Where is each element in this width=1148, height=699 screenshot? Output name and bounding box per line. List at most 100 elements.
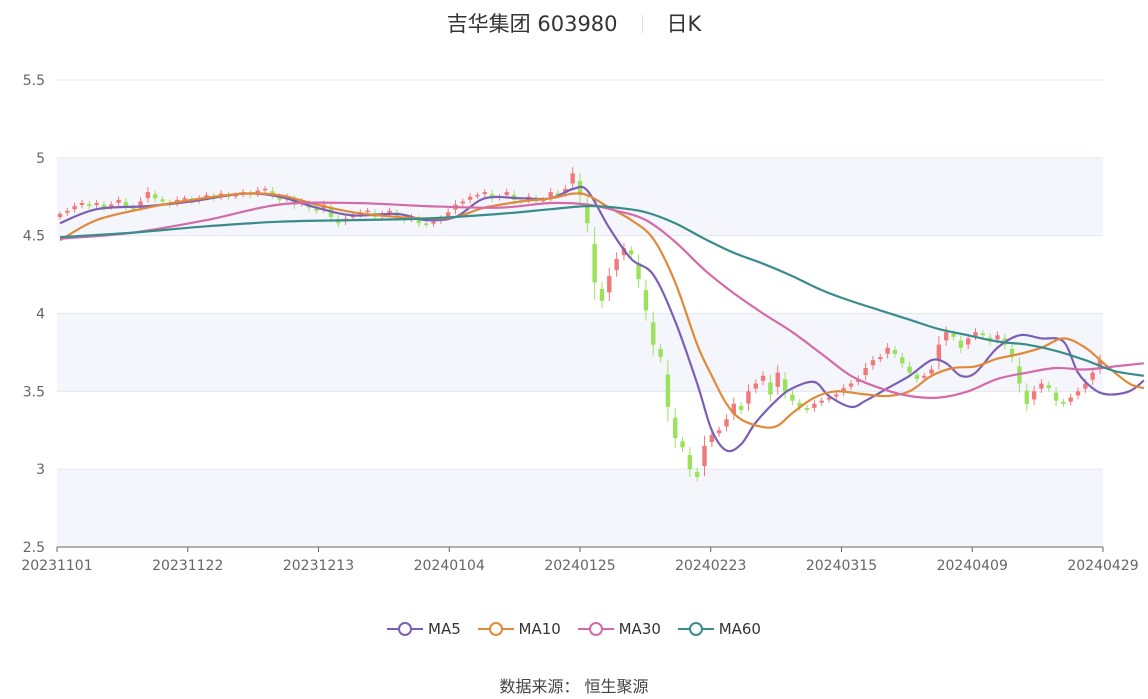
legend-item-ma60[interactable]: MA60 [677, 620, 761, 638]
y-tick-label: 5.5 [23, 73, 45, 89]
x-tick-label: 20240223 [675, 558, 746, 574]
candle-body [233, 194, 238, 197]
candle-body [262, 188, 268, 191]
legend-label: MA30 [618, 620, 661, 638]
candle-body [819, 400, 824, 403]
candle-body [812, 403, 817, 408]
candle-body [680, 441, 685, 448]
candle-body [277, 196, 282, 200]
candle-body [292, 199, 297, 205]
candle-body [87, 204, 92, 207]
ma-line-ma10 [59, 192, 1145, 429]
y-tick-label: 4 [36, 307, 45, 323]
legend-marker [387, 622, 423, 636]
candle-body [1039, 383, 1044, 389]
candle-body [914, 374, 920, 379]
candle-body [936, 344, 942, 361]
candle-body [555, 193, 561, 196]
candle-body [848, 383, 854, 387]
candle-body [614, 259, 619, 271]
candle-body [1083, 383, 1088, 389]
candle-body [1097, 360, 1103, 369]
legend-marker [577, 622, 614, 636]
data-source: 数据来源： 恒生聚源 [499, 677, 649, 696]
candle-body [797, 402, 802, 407]
legend: MA5 MA10 MA30 MA60 [0, 620, 1148, 640]
candle-body [467, 196, 473, 200]
candle-body [145, 192, 151, 199]
legend-item-ma10[interactable]: MA10 [477, 620, 561, 638]
legend-label: MA10 [518, 620, 561, 638]
candle-body [1024, 390, 1029, 404]
candle-body [57, 213, 63, 217]
candle-body [79, 202, 85, 206]
candle-body [541, 199, 546, 202]
legend-label: MA5 [428, 620, 461, 638]
background-band [57, 469, 1103, 547]
candle-body [665, 374, 671, 407]
candle-body [702, 445, 707, 467]
ma-line-ma60 [59, 204, 1145, 377]
candle-body [431, 221, 436, 224]
candle-body [1075, 391, 1081, 396]
y-axis-ticks: 2.5 3 3.5 4 4.5 5 5.5 [23, 73, 45, 556]
candle-body [834, 394, 839, 397]
candle-body [475, 194, 480, 197]
candle-body [790, 394, 795, 401]
legend-marker [677, 622, 714, 636]
candle-body [716, 430, 722, 434]
y-tick-label: 2.5 [23, 540, 45, 556]
candle-body [1009, 348, 1015, 358]
candle-body [863, 367, 868, 376]
candle-body [153, 194, 158, 199]
x-tick-label: 20240429 [1067, 558, 1138, 574]
candle-body [1068, 397, 1073, 402]
candle-body [643, 290, 649, 311]
candle-body [445, 212, 451, 217]
candle-body [731, 403, 737, 414]
candle-body [768, 382, 773, 395]
candle-body [577, 181, 583, 196]
legend-marker [477, 622, 514, 636]
candle-body [504, 192, 509, 196]
candle-body [138, 201, 143, 207]
legend-item-ma30[interactable]: MA30 [577, 620, 661, 638]
candle-body [973, 332, 978, 337]
x-tick-label: 20231122 [152, 558, 223, 574]
candle-body [599, 288, 605, 302]
candle-body [870, 360, 876, 366]
candle-body [607, 276, 612, 293]
candle-body [929, 369, 934, 374]
candle-body [892, 349, 898, 354]
candle-body [951, 333, 956, 337]
candle-body [365, 210, 370, 213]
candle-body [651, 322, 656, 345]
candle-body [694, 471, 700, 477]
candle-body [841, 388, 846, 393]
candle-body [109, 204, 114, 207]
candle-body [636, 263, 641, 280]
candle-body [922, 375, 927, 378]
x-tick-label: 20240125 [544, 558, 615, 574]
y-tick-label: 3 [36, 462, 45, 478]
candle-body [673, 417, 678, 439]
candle-body [131, 207, 136, 210]
candle-body [255, 190, 260, 194]
chart-title: 吉华集团 603980 日K [0, 8, 1148, 38]
candle-body [570, 173, 575, 184]
x-tick-label: 20240409 [937, 558, 1008, 574]
candle-body [423, 223, 429, 226]
candle-body [1046, 385, 1051, 389]
candle-body [995, 335, 1000, 340]
candle-body [1061, 401, 1066, 404]
legend-item-ma5[interactable]: MA5 [387, 620, 461, 638]
candle-body [123, 202, 129, 207]
candle-body [885, 347, 890, 354]
candle-body [482, 192, 487, 195]
candle-body [116, 199, 121, 203]
candle-body [687, 455, 693, 470]
legend-label: MA60 [718, 620, 761, 638]
candle-body [878, 357, 883, 360]
period-label: 日K [666, 12, 702, 36]
candle-body [724, 419, 729, 427]
